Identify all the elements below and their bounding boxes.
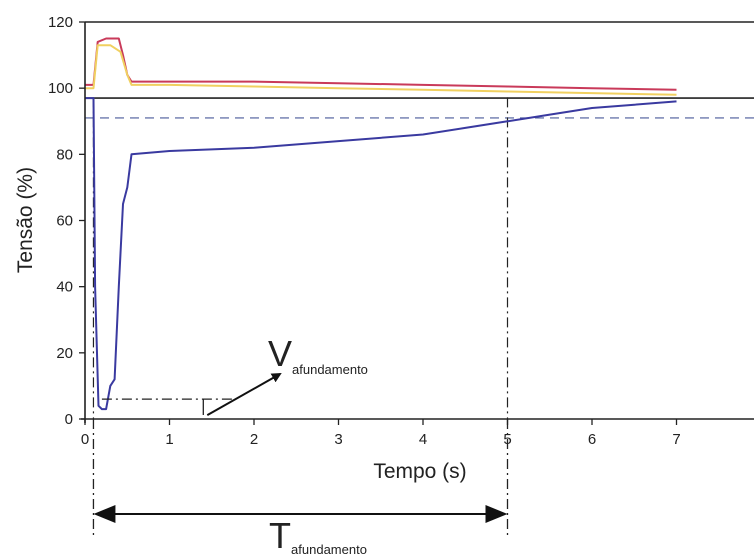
x-tick-label: 4 [419, 431, 427, 448]
y-axis-title: Tensão (%) [14, 167, 37, 273]
y-ticks: 0 20 40 60 80 100 120 [48, 14, 85, 428]
t-sag-label-main: T [269, 515, 291, 556]
y-tick-label: 120 [48, 14, 73, 31]
y-tick-label: 40 [56, 279, 73, 296]
x-tick-label: 0 [81, 431, 89, 448]
t-sag-label-sub: afundamento [291, 542, 367, 557]
v-sag-label-sub: afundamento [292, 362, 368, 377]
y-tick-label: 80 [56, 146, 73, 163]
x-tick-label: 3 [334, 431, 342, 448]
series-layer [85, 37, 677, 411]
v-sag-arrow [206, 373, 282, 417]
x-axis-title: Tempo (s) [373, 460, 466, 483]
reference-lines [85, 21, 754, 419]
y-tick-label: 60 [56, 213, 73, 230]
series-line-2 [85, 44, 677, 96]
x-tick-label: 7 [672, 431, 680, 448]
x-tick-label: 6 [588, 431, 596, 448]
t-sag-arrowhead-left [93, 505, 116, 523]
t-sag-annotation: Tafundamento [92, 419, 509, 557]
v-sag-label-main: V [268, 333, 292, 374]
x-ticks: 01234567 [81, 419, 681, 448]
t-sag-arrowhead-right [485, 505, 508, 523]
y-tick-label: 100 [48, 80, 73, 97]
series-line-3 [85, 97, 677, 411]
x-tick-label: 2 [250, 431, 258, 448]
v-sag-annotation: Vafundamento [101, 333, 368, 417]
t-sag-label: Tafundamento [269, 515, 367, 557]
series-line-1 [85, 37, 677, 91]
x-tick-label: 1 [165, 431, 173, 448]
y-tick-label: 20 [56, 345, 73, 362]
v-sag-label: Vafundamento [268, 333, 368, 377]
y-tick-label: 0 [65, 411, 73, 428]
